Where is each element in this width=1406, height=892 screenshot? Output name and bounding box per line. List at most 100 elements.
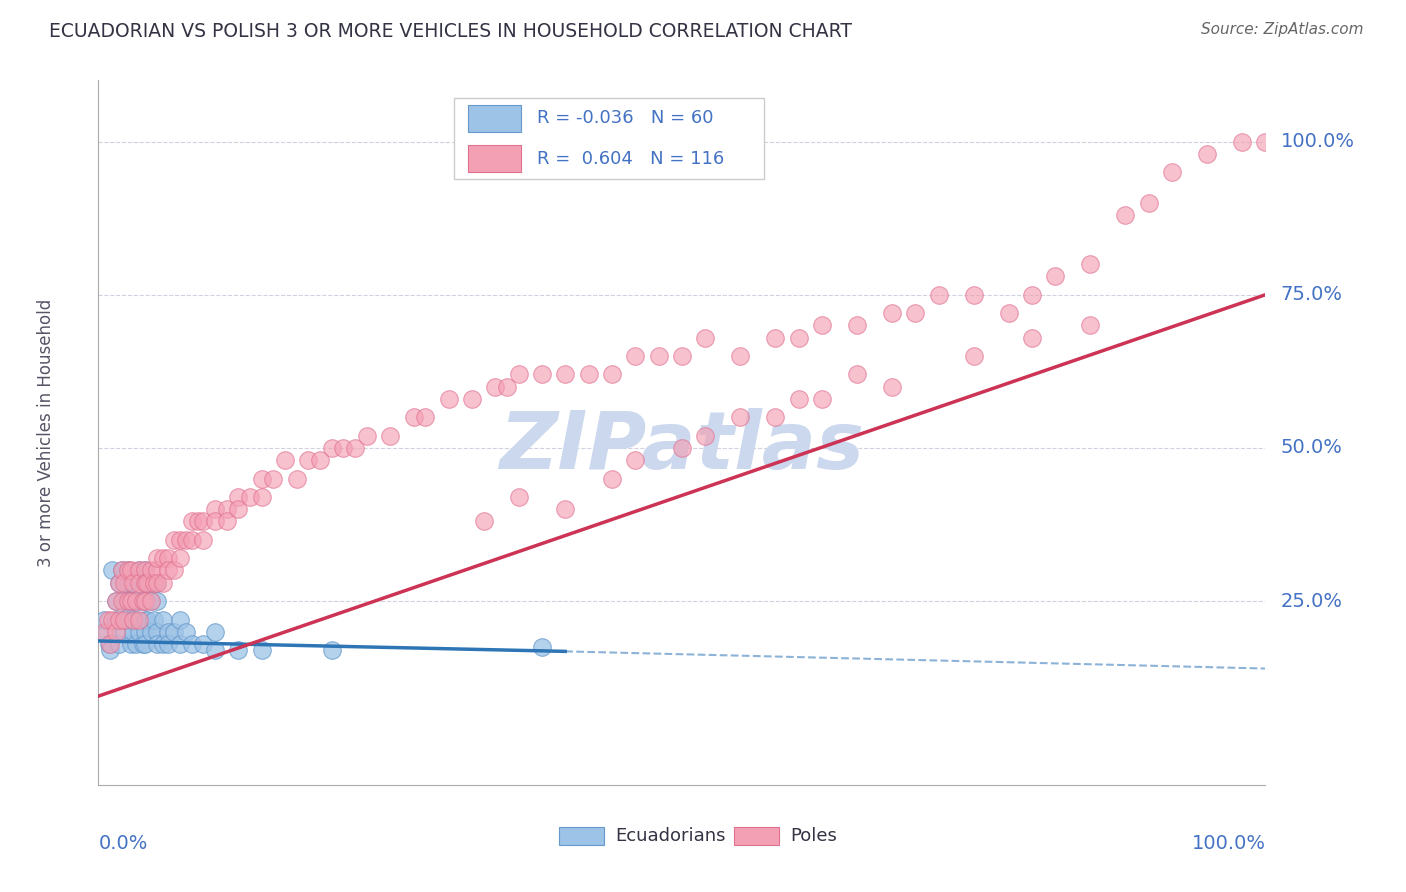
Point (112, 594, 135, 608)
Point (134, 594, 156, 608)
Point (139, 564, 162, 578)
Point (136, 613, 159, 627)
Point (108, 613, 131, 627)
Text: 100.0%: 100.0% (1191, 834, 1265, 854)
Text: R =  0.604   N = 116: R = 0.604 N = 116 (537, 150, 724, 168)
Point (152, 575, 174, 590)
Text: ECUADORIAN VS POLISH 3 OR MORE VEHICLES IN HOUSEHOLD CORRELATION CHART: ECUADORIAN VS POLISH 3 OR MORE VEHICLES … (49, 22, 852, 41)
Point (228, 490, 250, 504)
Text: ZIPatlas: ZIPatlas (499, 408, 865, 486)
Point (193, 637, 215, 651)
Point (846, 318, 869, 333)
Point (204, 624, 226, 639)
Point (101, 564, 124, 578)
Point (180, 637, 202, 651)
Point (136, 575, 159, 590)
Point (117, 613, 139, 627)
Point (1230, 135, 1253, 149)
Point (146, 624, 169, 639)
Text: 100.0%: 100.0% (1281, 132, 1354, 151)
Point (169, 613, 191, 627)
Point (262, 472, 284, 486)
Point (413, 410, 436, 425)
Point (122, 624, 145, 639)
Point (180, 533, 202, 547)
Point (139, 624, 162, 639)
Point (578, 368, 600, 382)
Point (122, 613, 145, 627)
Text: R = -0.036   N = 60: R = -0.036 N = 60 (537, 109, 714, 128)
Point (787, 331, 810, 345)
Point (93, 613, 115, 627)
Point (134, 575, 156, 590)
Point (134, 613, 156, 627)
Point (111, 594, 134, 608)
Point (125, 613, 148, 627)
Point (239, 490, 262, 504)
Point (600, 368, 623, 382)
Point (530, 640, 553, 654)
Point (624, 349, 647, 363)
Point (139, 594, 162, 608)
Point (1195, 146, 1218, 161)
Point (120, 594, 142, 608)
Text: 50.0%: 50.0% (1281, 439, 1343, 458)
Point (169, 551, 191, 566)
Point (157, 624, 180, 639)
Point (811, 318, 834, 333)
Point (554, 368, 576, 382)
Point (1080, 318, 1102, 333)
Point (671, 441, 693, 455)
Point (104, 594, 127, 608)
Point (134, 564, 156, 578)
Point (134, 575, 156, 590)
Point (1045, 269, 1067, 284)
Point (730, 410, 752, 425)
Point (880, 306, 903, 320)
Point (356, 428, 378, 442)
Text: 75.0%: 75.0% (1281, 285, 1343, 304)
Point (1161, 165, 1184, 179)
Point (695, 428, 717, 442)
Point (530, 368, 553, 382)
Point (962, 287, 984, 301)
Point (146, 551, 169, 566)
Point (309, 453, 332, 467)
Point (128, 575, 150, 590)
Point (344, 441, 367, 455)
Point (163, 564, 186, 578)
Point (321, 643, 343, 657)
Point (904, 306, 927, 320)
Point (215, 502, 238, 516)
Point (117, 564, 139, 578)
Point (152, 637, 174, 651)
Point (143, 613, 166, 627)
Point (508, 490, 530, 504)
Point (104, 594, 127, 608)
Point (180, 515, 202, 529)
Point (204, 643, 226, 657)
Point (332, 441, 354, 455)
Point (193, 515, 215, 529)
Point (134, 637, 156, 651)
Point (169, 637, 191, 651)
Point (97, 613, 120, 627)
Point (108, 575, 131, 590)
Point (695, 331, 717, 345)
Point (146, 637, 169, 651)
Point (112, 613, 135, 627)
Point (146, 575, 169, 590)
Point (1137, 195, 1160, 210)
Point (128, 624, 150, 639)
Point (117, 564, 139, 578)
Point (117, 575, 139, 590)
Point (125, 594, 148, 608)
Point (120, 594, 142, 608)
Point (111, 564, 134, 578)
Point (157, 551, 180, 566)
Text: Ecuadorians: Ecuadorians (616, 827, 725, 845)
Point (146, 564, 169, 578)
Point (104, 624, 127, 639)
FancyBboxPatch shape (454, 98, 763, 179)
FancyBboxPatch shape (734, 827, 779, 845)
